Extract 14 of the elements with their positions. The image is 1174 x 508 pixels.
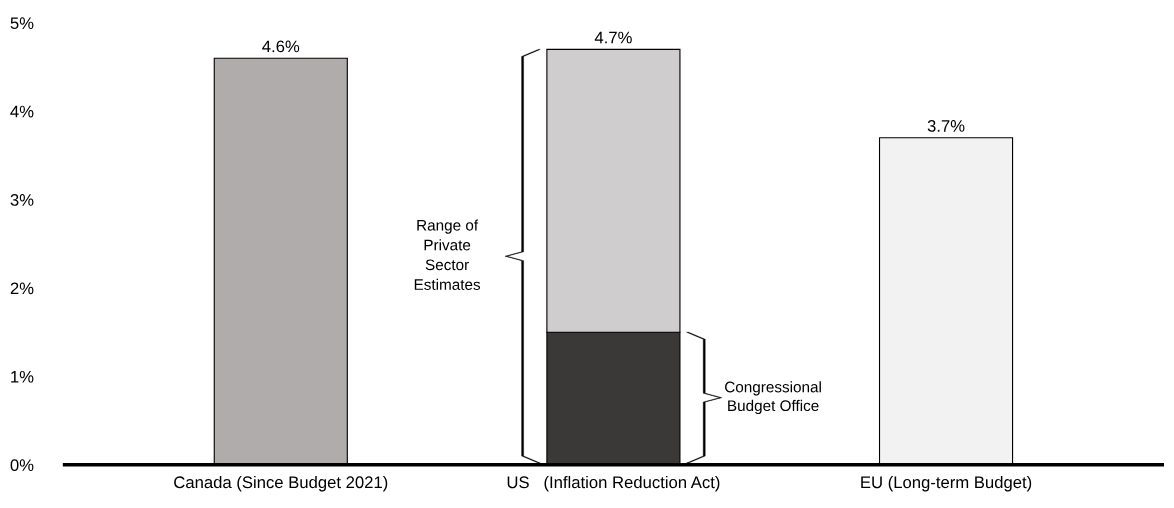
x-tick-label: Canada (Since Budget 2021) (174, 475, 388, 492)
total-label: 4.7% (594, 31, 632, 44)
x-tick-label: EU (Long-term Budget) (861, 475, 1032, 492)
x-tick-label: US (Inflation Reduction Act) (507, 475, 720, 492)
annotation: Congressional Budget Office (725, 381, 821, 415)
y-tick-label: 5% (10, 17, 34, 30)
y-tick-label: 0% (10, 459, 34, 472)
y-tick-label: 2% (10, 282, 34, 295)
total-label: 4.6% (262, 40, 300, 53)
y-tick-label: 4% (10, 105, 34, 118)
y-tick-label: 3% (10, 194, 34, 206)
total-label: 3.7% (927, 120, 965, 132)
annotation: Range of Private Sector Estimates (414, 219, 481, 290)
y-tick-label: 1% (11, 370, 34, 383)
